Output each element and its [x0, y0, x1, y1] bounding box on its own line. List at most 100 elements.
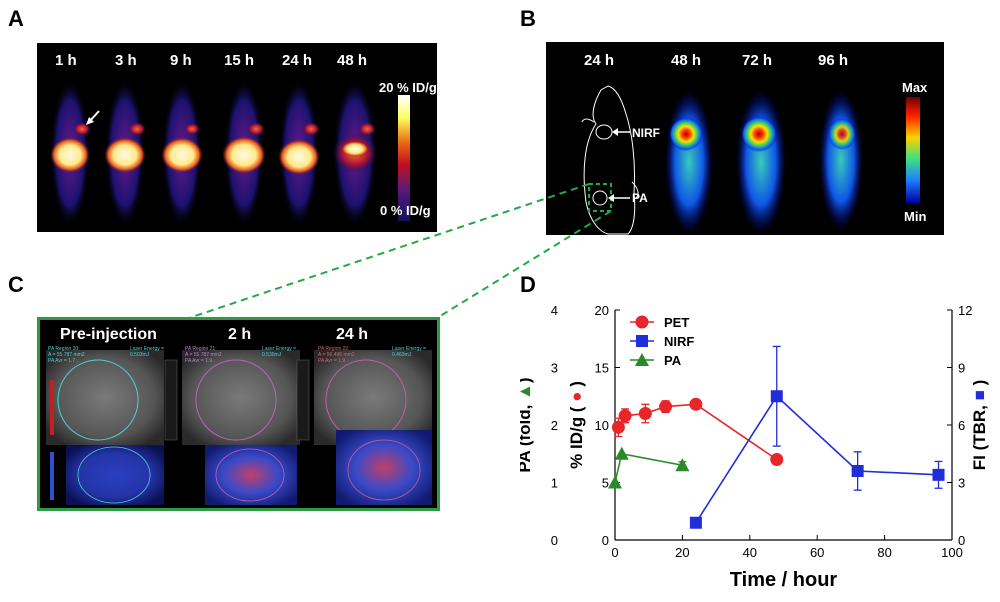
legend-label: NIRF [664, 334, 694, 349]
panel-label-c: C [8, 272, 24, 297]
pet-image-panel: 1 h 3 h 9 h 15 h 24 h 48 h 20 % ID/g 0 %… [37, 43, 437, 232]
fi-axis-tick-label: 0 [958, 533, 965, 548]
x-tick-label: 0 [611, 545, 618, 560]
x-tick-label: 80 [877, 545, 891, 560]
nirf-point [770, 390, 783, 403]
pet-time-label: 3 h [115, 52, 137, 69]
nirf-mouse-96h [819, 90, 863, 230]
pa-axis-tick-label: 3 [551, 361, 558, 376]
nirf-mouse-72h [736, 90, 786, 234]
pa-roi-dashed-box [588, 183, 612, 212]
pet-time-label: 1 h [55, 52, 77, 69]
roi-text-pre: PA Region 20: A = 55.787 mm2 PA Avr = 1.… [48, 346, 85, 364]
panel-label-d: D [520, 272, 536, 297]
chart-marks [608, 345, 945, 529]
pet-mouse-15h [222, 78, 266, 228]
chart-legend: PET NIRF PA [630, 315, 694, 368]
pet-mouse-48h [333, 78, 377, 228]
pet-mouse-24h [278, 78, 320, 228]
pa-point [675, 458, 690, 472]
pet-axis-title: % ID/g ( ● ) [567, 381, 586, 469]
pet-point [689, 397, 703, 411]
ultrasound-image-24h [314, 350, 432, 445]
pet-axis-title-text: % ID/g ( ● ) [567, 381, 586, 469]
pa-arrow-icon [608, 194, 630, 202]
pet-mouse-3h [104, 78, 146, 228]
pet-axis-tick-label: 20 [595, 303, 609, 318]
laser-text-2h: Laser Energy = 0.530mJ [262, 346, 297, 358]
roi-circle [57, 359, 139, 441]
nirf-mice-images [581, 85, 863, 235]
pa-image-pre [66, 445, 164, 505]
nirf-scale-max-label: Max [902, 80, 928, 95]
pet-axis-tick-label: 0 [602, 533, 609, 548]
pa-colorscale [50, 380, 54, 435]
pet-time-label: 15 h [224, 52, 255, 69]
pa-axis-title-text: PA (fold, ▲) [520, 377, 534, 472]
laser-text-24h: Laser Energy = 0.463mJ [392, 346, 427, 358]
panel-label-a: A [8, 6, 24, 31]
x-axis-title: Time / hour [730, 569, 838, 591]
fi-axis-tick-label: 9 [958, 361, 965, 376]
pet-scale-max-label: 20 % ID/g [379, 80, 437, 95]
series-pa [608, 446, 690, 489]
x-tick-label: 60 [810, 545, 824, 560]
nirf-time-label: 24 h [584, 52, 615, 69]
roi-text-2h: PA Region 21: A = 55.787 mm2 PA Avr = 1.… [185, 346, 222, 364]
depth-ruler [164, 359, 178, 441]
pa-axis-tick-label: 0 [551, 533, 558, 548]
pa-title-pre-injection: Pre-injection [60, 326, 157, 343]
nirf-point [851, 465, 864, 477]
pet-point [659, 400, 673, 414]
pet-mouse-1h [50, 78, 91, 228]
pa-image-2h [205, 445, 297, 505]
pa-title-2h: 2 h [228, 326, 252, 343]
nirf-colorbar [906, 97, 920, 203]
pet-point [611, 420, 625, 434]
x-tick-label: 100 [941, 545, 963, 560]
ultrasound-image-2h [182, 350, 300, 445]
pet-point [770, 453, 784, 466]
pet-time-label: 24 h [282, 52, 313, 69]
pa-axis-tick-label: 1 [551, 476, 558, 491]
pa-title-24h: 24 h [336, 326, 369, 343]
nirf-time-label: 48 h [671, 52, 702, 69]
legend-label: PA [664, 353, 682, 368]
nirf-time-label: 96 h [818, 52, 849, 69]
nirf-arrow-icon [612, 128, 630, 136]
pa-image-24h [336, 430, 432, 505]
nirf-point [932, 468, 945, 481]
panel-label-b: B [520, 6, 536, 31]
roi-text-24h: PA Region 22: A = 56.496 mm2 PA Avr = 1.… [318, 346, 355, 364]
fi-axis-tick-label: 3 [958, 476, 965, 491]
pa-label: PA [632, 191, 648, 205]
x-tick-label: 40 [743, 545, 757, 560]
pa-point [614, 446, 629, 460]
laser-text-pre: Laser Energy = 0.503mJ [130, 346, 165, 358]
photoacoustic-panel: Pre-injection 2 h 24 h [37, 317, 440, 511]
pet-point [618, 409, 632, 423]
legend-marker [636, 335, 648, 347]
ultrasound-image-pre [46, 350, 164, 445]
pet-axis-tick-label: 5 [602, 476, 609, 491]
nirf-point [689, 516, 702, 529]
pa-axis-tick-label: 4 [551, 303, 558, 318]
pa-colorscale [50, 452, 54, 500]
fi-axis-tick-label: 6 [958, 418, 965, 433]
pet-mouse-9h [161, 78, 203, 228]
nirf-scale-min-label: Min [904, 209, 927, 224]
pa-axis-title: PA (fold, ▲) [520, 377, 534, 472]
series-nirf [689, 345, 945, 529]
legend-marker [635, 315, 649, 329]
roi-circle [195, 359, 277, 441]
ultrasound-images [46, 350, 432, 505]
pet-point [638, 407, 652, 420]
pet-time-label: 9 h [170, 52, 192, 69]
series-pet [611, 397, 784, 466]
pa-point [608, 475, 622, 489]
legend-label: PET [664, 315, 689, 330]
legend-marker [635, 353, 649, 366]
nirf-line [695, 395, 939, 524]
